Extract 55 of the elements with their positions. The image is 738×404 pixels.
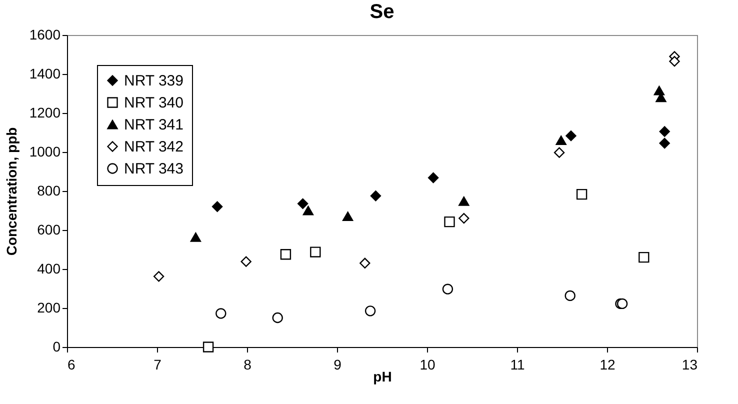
y-tick-label: 200 [37, 300, 61, 316]
point [302, 206, 314, 216]
y-tick-label: 600 [37, 222, 61, 238]
point [654, 86, 665, 96]
y-tick-label: 0 [52, 338, 61, 354]
y-axis-title: Concentration, ppb [3, 127, 20, 256]
legend-label: NRT 342 [124, 138, 184, 156]
point [659, 138, 670, 149]
y-tick-label: 400 [37, 260, 61, 276]
point [458, 212, 470, 224]
x-tick-label: 12 [600, 356, 616, 372]
point [212, 201, 223, 212]
x-tick-label: 8 [244, 356, 252, 372]
point [342, 212, 354, 222]
x-tick-label: 6 [68, 356, 76, 372]
x-tick-label: 10 [420, 356, 436, 372]
point [576, 188, 588, 200]
chart-title: Se [370, 1, 394, 23]
y-tick-label: 800 [37, 182, 61, 198]
point [566, 130, 576, 142]
y-tick-label: 1200 [29, 104, 61, 120]
legend-label: NRT 341 [124, 116, 184, 134]
legend-label: NRT 340 [124, 94, 184, 112]
point [428, 172, 439, 184]
point [240, 256, 252, 267]
point [556, 136, 566, 146]
point [364, 306, 376, 316]
point [659, 126, 670, 137]
x-tick-label: 9 [334, 356, 342, 372]
point [360, 258, 370, 268]
y-tick-label: 1400 [29, 66, 61, 82]
point [297, 198, 308, 210]
point [190, 232, 202, 242]
legend-label: NRT 339 [124, 72, 184, 90]
point [310, 246, 321, 258]
point [153, 271, 164, 282]
point [564, 290, 576, 302]
point [638, 252, 650, 263]
point [216, 308, 226, 319]
x-tick-label: 11 [510, 356, 525, 372]
point [554, 147, 565, 158]
point [370, 190, 382, 202]
point [280, 249, 292, 260]
point [444, 216, 455, 228]
legend-label: NRT 343 [124, 160, 184, 178]
point [442, 284, 454, 294]
point [458, 196, 470, 206]
x-tick-label: 13 [682, 356, 698, 372]
y-tick-label: 1000 [29, 144, 61, 160]
point [669, 56, 680, 67]
x-axis-title: pH [373, 368, 392, 384]
point [272, 312, 283, 324]
point [202, 342, 214, 352]
x-tick-label: 7 [154, 356, 162, 372]
y-tick-label: 1600 [29, 26, 61, 42]
